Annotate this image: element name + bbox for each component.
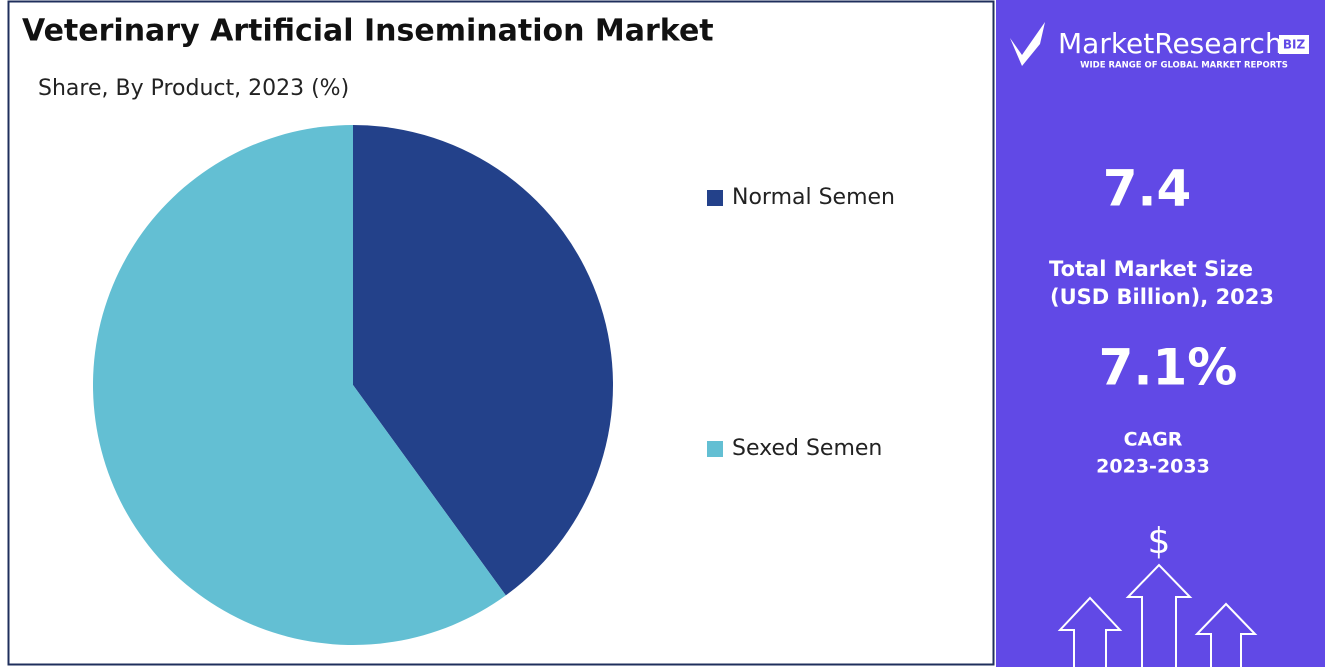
legend: Normal Semen Sexed Semen bbox=[707, 185, 895, 461]
market-size-label: (USD Billion), 2023 bbox=[1050, 285, 1274, 309]
chart-title: Veterinary Artificial Insemination Marke… bbox=[22, 14, 714, 49]
cagr: 7.1% bbox=[1099, 339, 1238, 397]
market-size: 7.4 bbox=[1103, 160, 1192, 218]
logo-badge-box bbox=[1279, 35, 1309, 54]
legend-label: Sexed Semen bbox=[732, 436, 882, 461]
arrows bbox=[1057, 563, 1258, 667]
sidebar bbox=[996, 0, 1325, 667]
legend-swatch bbox=[707, 190, 723, 206]
chart-subtitle: Share, By Product, 2023 (%) bbox=[38, 76, 349, 101]
logo-tagline: WIDE RANGE OF GLOBAL MARKET REPORTS bbox=[1080, 61, 1288, 71]
pie-slice bbox=[93, 125, 506, 645]
pie-slice bbox=[353, 125, 614, 596]
logo-badge: BIZ bbox=[1283, 38, 1306, 52]
cagr-label: 2023-2033 bbox=[1096, 456, 1210, 478]
cagr-label: CAGR bbox=[1124, 429, 1183, 451]
market-size-label: Total Market Size bbox=[1049, 257, 1253, 281]
logo-icon bbox=[1010, 22, 1045, 66]
legend-label: Normal Semen bbox=[732, 185, 895, 210]
pie bbox=[93, 125, 614, 645]
dollar-icon: $ bbox=[1148, 521, 1171, 562]
logo-text: MarketResearch bbox=[1058, 27, 1283, 60]
legend-swatch bbox=[707, 441, 723, 457]
